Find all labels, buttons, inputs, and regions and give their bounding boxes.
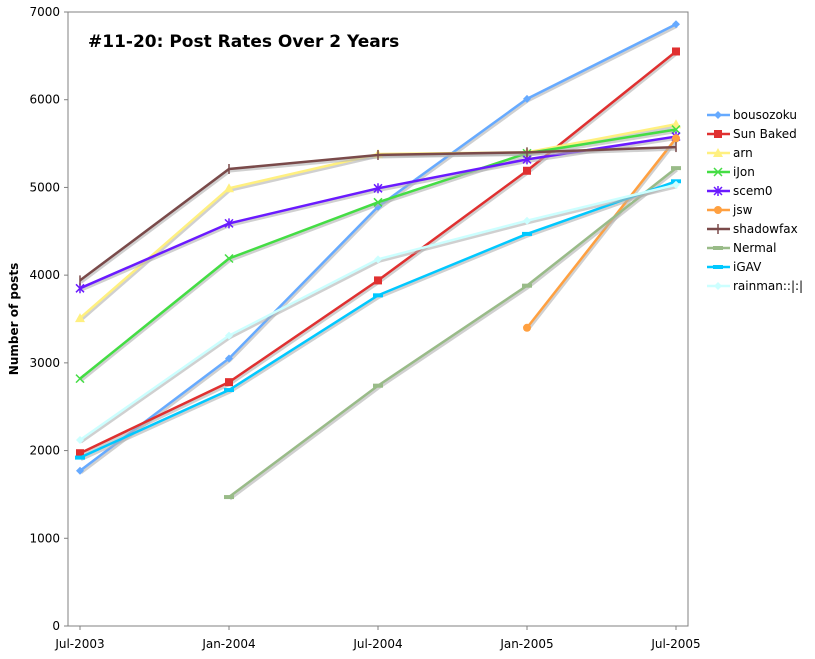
data-point	[225, 378, 233, 387]
data-point	[374, 255, 382, 264]
y-axis-label: Number of posts	[7, 263, 21, 375]
legend-item: shadowfax	[707, 222, 798, 236]
legend-item: jsw	[707, 203, 753, 217]
data-point	[713, 167, 723, 177]
series-jsw	[523, 134, 680, 332]
data-point	[523, 323, 531, 332]
data-point	[76, 449, 84, 458]
y-tick-label: 2000	[29, 444, 60, 458]
data-point	[671, 166, 681, 171]
series-ijon	[75, 125, 681, 384]
y-tick-label: 7000	[29, 5, 60, 19]
data-point	[714, 111, 722, 119]
legend-label: Sun Baked	[733, 127, 797, 141]
x-tick-label: Jul-2003	[54, 637, 104, 651]
data-point	[713, 265, 723, 269]
series-line	[228, 167, 677, 499]
data-point	[373, 183, 383, 194]
chart-title: #11-20: Post Rates Over 2 Years	[88, 32, 399, 52]
data-point	[714, 282, 722, 290]
data-point	[224, 388, 234, 393]
data-point	[671, 125, 681, 135]
data-point	[672, 20, 680, 29]
series-bousozoku	[76, 20, 680, 475]
y-tick-label: 1000	[29, 531, 60, 545]
x-tick-label: Jul-2005	[650, 637, 700, 651]
data-point	[714, 206, 722, 214]
data-point	[523, 94, 531, 103]
data-point	[224, 183, 234, 193]
x-tick-label: Jan-2004	[201, 637, 255, 651]
data-point	[76, 436, 84, 445]
legend-item: Nermal	[707, 241, 776, 255]
x-tick-label: Jan-2005	[499, 637, 553, 651]
legend-label: Nermal	[733, 241, 776, 255]
legend-item: Sun Baked	[707, 127, 797, 141]
data-point	[713, 246, 723, 250]
legend-item: iGAV	[707, 260, 762, 274]
series-line	[526, 137, 677, 329]
data-point	[224, 218, 234, 229]
y-tick-label: 6000	[29, 93, 60, 107]
data-point	[523, 216, 531, 225]
data-point	[225, 331, 233, 340]
y-tick-label: 3000	[29, 356, 60, 370]
legend-item: rainman::|:|	[707, 279, 803, 293]
data-point	[224, 253, 234, 264]
legend-label: arn	[733, 146, 753, 160]
data-point	[374, 276, 382, 285]
series-sun-baked	[76, 47, 680, 458]
data-point	[75, 313, 85, 323]
data-point	[522, 231, 532, 236]
data-point	[373, 293, 383, 298]
data-point	[225, 354, 233, 363]
y-tick-label: 5000	[29, 180, 60, 194]
data-point	[75, 455, 85, 460]
series-shadow	[80, 147, 678, 284]
plot-area	[67, 11, 689, 627]
y-tick-label: 4000	[29, 268, 60, 282]
data-point	[373, 383, 383, 388]
series-shadow	[526, 139, 679, 331]
legend-label: shadowfax	[733, 222, 798, 236]
legend-item: iJon	[707, 165, 755, 179]
data-point	[672, 134, 680, 143]
legend-label: scem0	[733, 184, 773, 198]
series-shadowfax	[79, 142, 678, 286]
data-point	[523, 166, 531, 175]
data-point	[713, 186, 723, 196]
series-nermal	[224, 166, 681, 501]
series-rainman-	[76, 180, 680, 445]
legend-label: bousozoku	[733, 108, 797, 122]
y-tick-label: 0	[52, 619, 60, 633]
data-point	[76, 466, 84, 475]
legend-item: bousozoku	[707, 108, 797, 122]
data-point	[672, 180, 680, 189]
x-tick-label: Jul-2004	[352, 637, 402, 651]
data-point	[672, 47, 680, 56]
data-point	[714, 130, 722, 138]
legend-label: rainman::|:|	[733, 279, 803, 293]
legend-label: iGAV	[733, 260, 762, 274]
data-point	[522, 283, 532, 288]
data-point	[75, 374, 85, 384]
data-point	[713, 148, 723, 157]
data-point	[373, 197, 383, 207]
legend-item: scem0	[707, 184, 773, 198]
data-point	[224, 495, 234, 500]
series-shadow	[229, 168, 678, 501]
legend-item: arn	[707, 146, 753, 160]
legend-label: jsw	[732, 203, 753, 217]
legend-label: iJon	[733, 165, 755, 179]
